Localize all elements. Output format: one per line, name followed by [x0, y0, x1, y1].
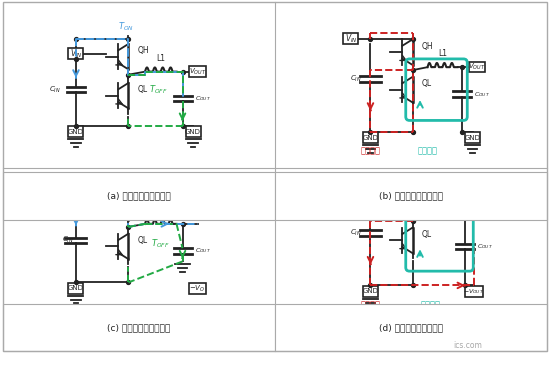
Text: $T_{OFF}$: $T_{OFF}$	[149, 83, 168, 96]
Bar	[189, 283, 206, 294]
Text: $V_{IN}$: $V_{IN}$	[70, 48, 82, 60]
Text: QH: QH	[138, 197, 149, 206]
Bar	[465, 286, 483, 297]
Text: L1: L1	[156, 206, 165, 215]
Text: $C_{IN}$: $C_{IN}$	[49, 85, 61, 95]
Text: 持续电流: 持续电流	[421, 300, 441, 309]
Text: GND: GND	[362, 288, 378, 294]
Text: $C_{OUT}$: $C_{OUT}$	[474, 90, 490, 98]
Text: $C_{OUT}$: $C_{OUT}$	[477, 242, 493, 251]
Text: $V_{IN}$: $V_{IN}$	[345, 186, 358, 199]
Bar	[185, 126, 201, 137]
Text: $T_{ON}$: $T_{ON}$	[118, 20, 134, 33]
Text: $C_{OUT}$: $C_{OUT}$	[195, 94, 211, 103]
Text: 切换电流: 切换电流	[360, 147, 381, 156]
Text: QL: QL	[421, 79, 432, 88]
Text: L1: L1	[156, 54, 165, 63]
Text: $T_{OFF}$: $T_{OFF}$	[151, 237, 169, 250]
Text: $C_{IN}$: $C_{IN}$	[63, 235, 74, 246]
Text: (a) 开启和关闭时的电流: (a) 开启和关闭时的电流	[107, 191, 170, 200]
Text: GND: GND	[465, 135, 481, 141]
Text: 持续电流: 持续电流	[417, 147, 437, 156]
Text: $-V_{O}$: $-V_{O}$	[189, 283, 206, 294]
Text: $V_{IN}$: $V_{IN}$	[70, 195, 82, 208]
Text: $C_{OUT}$: $C_{OUT}$	[195, 246, 211, 255]
Bar	[189, 66, 206, 77]
Text: (d) 切换和持续电流路径: (d) 切换和持续电流路径	[379, 323, 443, 332]
Text: ics.com: ics.com	[453, 341, 482, 350]
Bar	[68, 48, 84, 59]
Bar	[469, 62, 485, 72]
Text: QH: QH	[138, 46, 149, 55]
Text: QL: QL	[138, 85, 147, 94]
Text: GND: GND	[362, 135, 378, 141]
Text: (b) 切换和持续电流路径: (b) 切换和持续电流路径	[379, 191, 443, 200]
Bar	[68, 283, 84, 294]
Text: GND: GND	[68, 129, 84, 135]
Text: $V_{IN}$: $V_{IN}$	[345, 33, 358, 45]
Text: QH: QH	[421, 42, 433, 51]
Bar	[363, 286, 378, 297]
Text: GND: GND	[185, 129, 201, 135]
Bar	[363, 132, 378, 143]
Bar	[343, 187, 359, 198]
Text: (c) 开启和关闭时的电流: (c) 开启和关闭时的电流	[107, 323, 170, 332]
Text: QL: QL	[138, 236, 147, 245]
Text: $T_{ON}$: $T_{ON}$	[118, 174, 134, 186]
Text: 切换电流: 切换电流	[360, 300, 381, 309]
Text: $-V_{OUT}$: $-V_{OUT}$	[464, 287, 485, 296]
Bar	[343, 33, 359, 44]
Text: L1: L1	[440, 200, 449, 209]
Text: $C_{IN}$: $C_{IN}$	[350, 228, 361, 238]
Text: $V_{OUT}$: $V_{OUT}$	[189, 67, 206, 77]
Text: GND: GND	[68, 285, 84, 291]
Text: $C_{IN}$: $C_{IN}$	[350, 74, 361, 84]
Text: $V_{OUT}$: $V_{OUT}$	[468, 62, 486, 72]
Bar	[68, 196, 84, 207]
Text: QH: QH	[421, 191, 433, 200]
Text: QL: QL	[421, 230, 432, 239]
Text: L1: L1	[438, 49, 447, 58]
Bar	[465, 132, 480, 143]
Bar	[68, 126, 84, 137]
